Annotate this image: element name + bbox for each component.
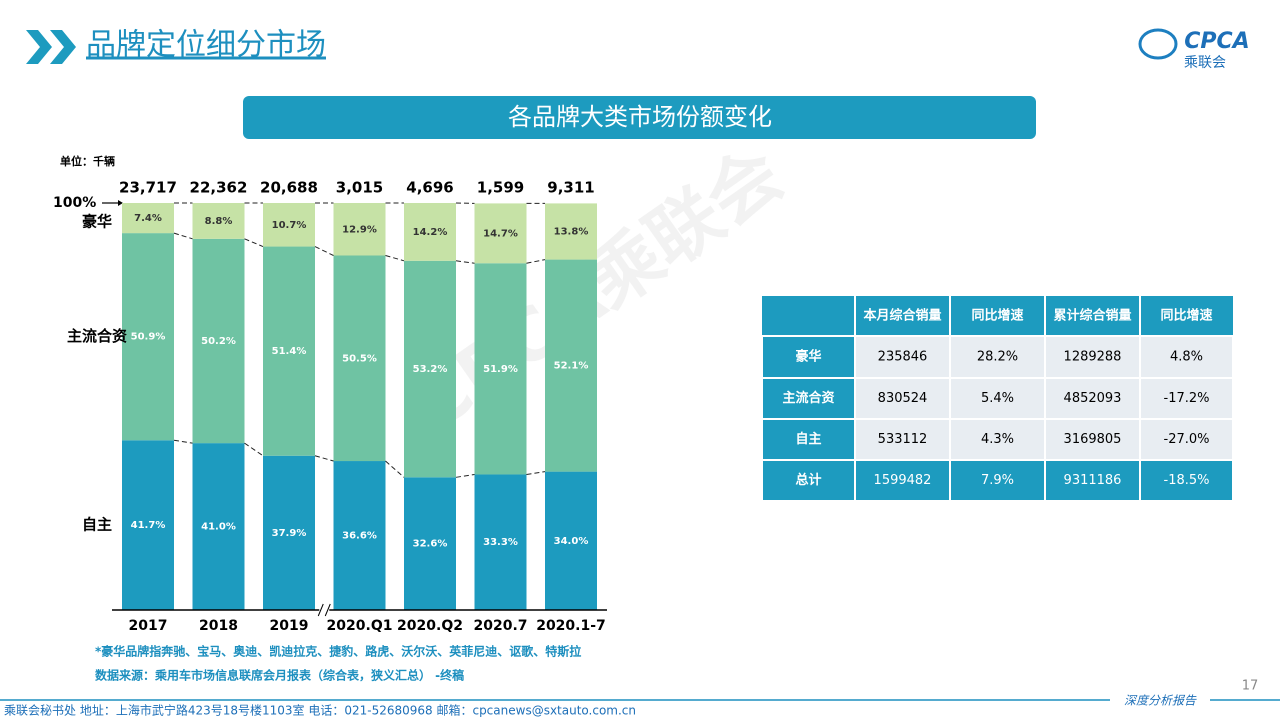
data-label: 14.7% (483, 228, 518, 239)
unit-label: 单位：千辆 (60, 154, 115, 168)
x-tick-label: 2020.1-7 (536, 618, 606, 634)
legend-label: 主流合资 (67, 327, 127, 345)
connector (456, 261, 475, 263)
y-tick-label: 100% (53, 195, 96, 211)
footer-address: 乘联会秘书处 地址：上海市武宁路423号18号楼1103室 电话：021-526… (4, 703, 636, 718)
table-cell: 235846 (878, 350, 928, 365)
table-cell: 830524 (878, 391, 928, 406)
page-number: 17 (1242, 679, 1259, 694)
table-cell: 总计 (795, 472, 821, 488)
table-cell: 豪华 (795, 349, 821, 365)
header-title: 品牌定位细分市场 (86, 28, 326, 63)
table-cell: 3169805 (1064, 432, 1122, 447)
connector (527, 472, 546, 475)
data-label: 14.2% (413, 227, 448, 238)
data-label: 33.3% (483, 537, 518, 548)
table-cell: 自主 (795, 431, 821, 447)
logo-sub: 乘联会 (1184, 55, 1226, 71)
total-label: 1,599 (477, 179, 524, 197)
logo-mark (1140, 30, 1176, 58)
data-label: 50.5% (342, 353, 377, 364)
table-cell: 4852093 (1064, 391, 1122, 406)
data-label: 37.9% (272, 528, 307, 539)
data-label: 41.0% (201, 522, 236, 533)
data-label: 50.2% (201, 336, 236, 347)
connector (174, 233, 193, 239)
connector (527, 260, 546, 264)
connector (245, 239, 264, 247)
data-label: 52.1% (554, 361, 589, 372)
table-cell: 主流合资 (782, 390, 834, 406)
x-tick-label: 2019 (270, 618, 309, 634)
table-cell: -27.0% (1164, 432, 1210, 447)
note: *豪华品牌指奔驰、宝马、奥迪、凯迪拉克、捷豹、路虎、沃尔沃、英菲尼迪、讴歌、特斯… (95, 644, 581, 659)
data-label: 41.7% (131, 520, 166, 531)
table-cell: 4.8% (1170, 350, 1203, 365)
data-label: 51.9% (483, 364, 518, 375)
chart-title: 各品牌大类市场份额变化 (508, 103, 772, 131)
table-header-cell: 同比增速 (971, 308, 1023, 324)
data-label: 8.8% (205, 216, 233, 227)
x-tick-label: 2020.Q1 (327, 618, 393, 634)
note: 数据来源：乘用车市场信息联席会月报表（综合表，狭义汇总） -终稿 (95, 668, 464, 683)
table-cell: 4.3% (981, 432, 1014, 447)
x-tick-label: 2018 (199, 618, 238, 634)
data-label: 12.9% (342, 224, 377, 235)
table-cell: 1289288 (1064, 350, 1122, 365)
chart: 100% 41.7% 50.9% 7.4% 23,717 2017 41.0% 50.2% 8.… (53, 179, 607, 635)
table-cell: 5.4% (981, 391, 1014, 406)
data-label: 36.6% (342, 531, 377, 542)
total-label: 22,362 (190, 179, 248, 197)
data-label: 51.4% (272, 346, 307, 357)
data-label: 34.0% (554, 536, 589, 547)
connector (456, 474, 475, 477)
connector (386, 256, 405, 261)
legend-label: 豪华 (82, 213, 112, 231)
connector (245, 443, 264, 456)
data-label: 32.6% (413, 539, 448, 550)
total-label: 9,311 (547, 179, 594, 197)
data-label: 7.4% (134, 213, 162, 224)
connector (315, 456, 334, 461)
connector (386, 461, 405, 477)
header-icon (26, 30, 76, 64)
data-label: 53.2% (413, 364, 448, 375)
total-label: 3,015 (336, 179, 383, 197)
table-cell: -18.5% (1164, 473, 1210, 488)
table-cell: 533112 (878, 432, 928, 447)
total-label: 23,717 (119, 179, 177, 197)
table-header-cell: 同比增速 (1160, 308, 1212, 324)
table-cell: 28.2% (977, 350, 1018, 365)
table-header-cell: 本月综合销量 (863, 308, 941, 324)
data-label: 13.8% (554, 226, 589, 237)
x-tick-label: 2017 (129, 618, 168, 634)
connector (174, 440, 193, 443)
data-label: 50.9% (131, 332, 166, 343)
table-header-cell: 累计综合销量 (1053, 308, 1131, 324)
connector (315, 247, 334, 256)
table-cell: -17.2% (1164, 391, 1210, 406)
table-cell: 9311186 (1064, 473, 1122, 488)
table-cell: 1599482 (874, 473, 932, 488)
x-tick-label: 2020.Q2 (397, 618, 463, 634)
watermark: CPCA乘联会 (397, 132, 798, 448)
data-label: 10.7% (272, 220, 307, 231)
legend-label: 自主 (82, 516, 112, 534)
total-label: 4,696 (406, 179, 453, 197)
logo: CPCA (1184, 29, 1249, 54)
x-tick-label: 2020.7 (473, 618, 527, 634)
total-label: 20,688 (260, 179, 318, 197)
table-cell: 7.9% (981, 473, 1014, 488)
footer-report: 深度分析报告 (1124, 694, 1197, 708)
